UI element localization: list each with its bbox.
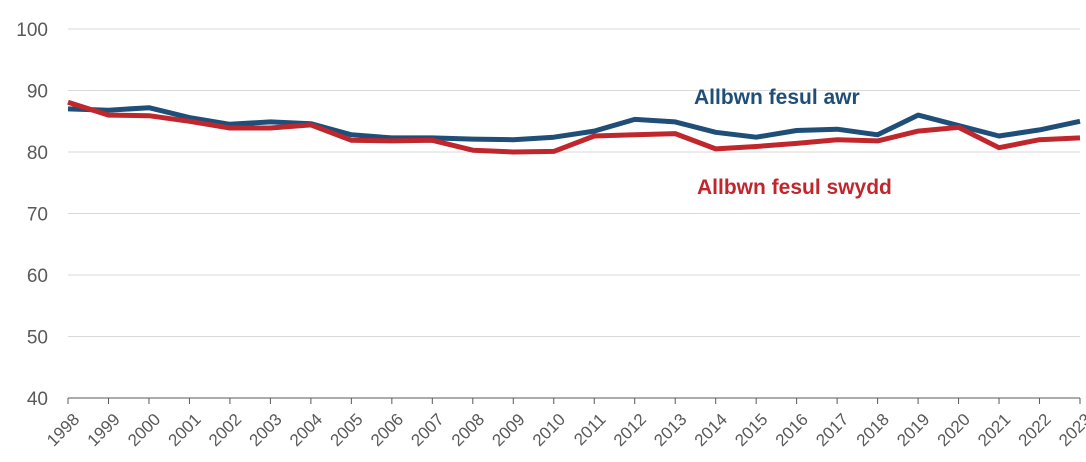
x-tick-label: 2010 <box>529 410 569 450</box>
y-tick-label: 80 <box>27 143 48 164</box>
x-tick-label: 2021 <box>974 410 1014 450</box>
y-axis-ticks: 40 50 60 70 80 90 100 <box>16 20 48 410</box>
x-tick-label: 2014 <box>691 410 731 450</box>
x-tick-label: 2002 <box>205 410 245 450</box>
x-tick-label: 2018 <box>853 410 893 450</box>
x-tick-label: 1999 <box>84 410 124 450</box>
series-line-0 <box>67 105 1081 143</box>
x-axis-ticks: 1998 1999 2000 2001 2002 2003 2004 2005 2006 2007… <box>43 398 1086 450</box>
y-tick-label: 50 <box>27 328 48 349</box>
series-label-allbwn-fesul-swydd: Allbwn fesul swydd <box>697 176 892 199</box>
x-tick-label: 2011 <box>570 410 609 449</box>
x-tick-label: 2023 <box>1055 410 1086 450</box>
y-tick-label: 40 <box>27 389 48 410</box>
x-tick-label: 1998 <box>43 410 83 450</box>
x-tick-label: 2022 <box>1015 410 1055 450</box>
series-lines <box>67 99 1081 155</box>
x-tick-label: 2015 <box>731 410 771 450</box>
x-tick-label: 2012 <box>610 410 650 450</box>
x-tick-label: 2001 <box>165 410 205 450</box>
x-tick-label: 2013 <box>650 410 690 450</box>
x-tick-label: 2006 <box>367 410 407 450</box>
x-tick-label: 2008 <box>448 410 488 450</box>
y-tick-label: 60 <box>27 266 48 287</box>
x-tick-label: 2009 <box>488 410 528 450</box>
y-tick-label: 100 <box>16 20 48 41</box>
x-tick-label: 2020 <box>934 410 974 450</box>
x-tick-label: 2005 <box>326 410 366 450</box>
x-tick-label: 2007 <box>407 410 447 450</box>
series-line-1 <box>67 99 1081 155</box>
gridlines <box>68 28 1080 337</box>
x-tick-label: 2003 <box>246 410 286 450</box>
x-tick-label: 2016 <box>772 410 812 450</box>
x-tick-label: 2000 <box>124 410 164 450</box>
y-tick-label: 70 <box>27 205 48 226</box>
x-tick-label: 2017 <box>812 410 852 450</box>
series-label-allbwn-fesul-awr: Allbwn fesul awr <box>694 86 860 109</box>
y-tick-label: 90 <box>27 82 48 103</box>
x-tick-label: 2019 <box>893 410 933 450</box>
x-tick-label: 2004 <box>286 410 326 450</box>
